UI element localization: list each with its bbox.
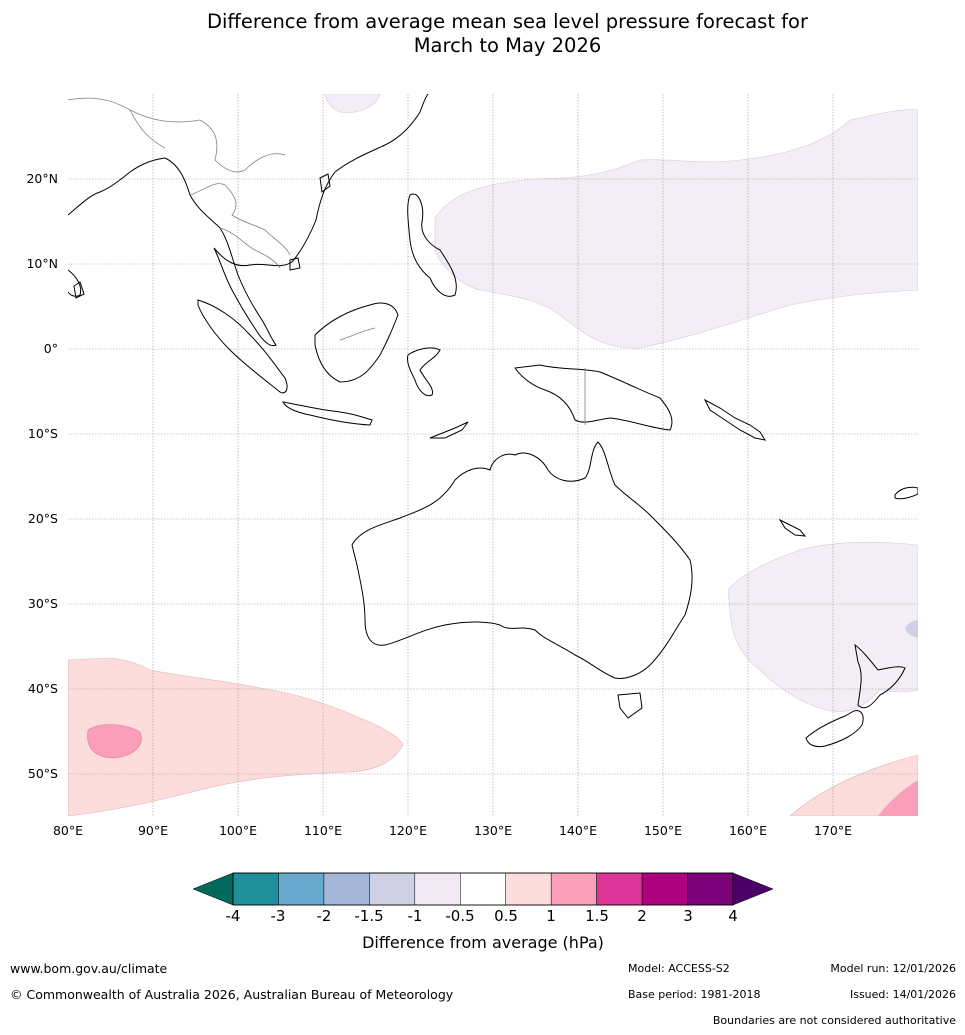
model-name: Model: ACCESS-S2 <box>628 962 730 975</box>
fiji-coast <box>894 486 918 500</box>
colorbar-tick: 4 <box>728 907 738 925</box>
lat-label-10n: 10°N <box>26 256 58 271</box>
anomaly-region-nz-south <box>789 754 918 816</box>
colorbar-tick: -0.5 <box>445 907 475 925</box>
anomaly-region-pacific-north <box>434 109 918 349</box>
sulawesi-coast <box>407 347 441 397</box>
colorbar-swatch <box>232 872 279 906</box>
new-zealand-south <box>805 710 864 748</box>
colorbar-tick: -1.5 <box>354 907 384 925</box>
colorbar-title: Difference from average (hPa) <box>362 933 604 952</box>
lon-label-170e: 170°E <box>813 823 852 838</box>
philippines-coast <box>407 193 457 297</box>
mainland-asia-coast <box>68 94 429 347</box>
india-coast <box>68 269 82 297</box>
colorbar-swatches <box>232 872 734 906</box>
colorbar-high-extend <box>732 872 774 906</box>
title-line-2: March to May 2026 <box>413 34 602 57</box>
base-period: Base period: 1981-2018 <box>628 988 761 1001</box>
lon-label-160e: 160°E <box>728 823 767 838</box>
lon-label-90e: 90°E <box>137 823 169 838</box>
colorbar <box>192 872 774 906</box>
colorbar-swatch <box>323 872 370 906</box>
colorbar-tick: -1 <box>407 907 423 925</box>
colorbar-tick: -4 <box>225 907 241 925</box>
colorbar-swatch <box>460 872 506 906</box>
colorbar-tick: 1 <box>546 907 556 925</box>
anomaly-region-southern-ocean <box>68 657 404 816</box>
colorbar-swatch <box>414 872 461 906</box>
chart-title: Difference from average mean sea level p… <box>0 10 965 58</box>
lat-label-10s: 10°S <box>27 426 58 441</box>
colorbar-swatch <box>278 872 325 906</box>
lon-label-110e: 110°E <box>303 823 342 838</box>
anomaly-region-southern-core <box>87 724 142 759</box>
colorbar-tick: 2 <box>637 907 647 925</box>
anomaly-region-tasman <box>727 541 918 713</box>
lat-label-50s: 50°S <box>27 766 58 781</box>
anomaly-region-nz-south-core <box>878 780 918 816</box>
anomaly-region-small-blue <box>905 620 918 638</box>
lon-label-140e: 140°E <box>558 823 597 838</box>
lon-label-150e: 150°E <box>643 823 682 838</box>
timor-coast <box>429 421 469 439</box>
anomaly-region-pacific-nw-top <box>324 94 381 113</box>
sri-lanka-coast <box>73 281 85 299</box>
colorbar-tick: -3 <box>270 907 286 925</box>
gridlines <box>68 94 918 816</box>
lon-label-120e: 120°E <box>388 823 427 838</box>
lat-label-30s: 30°S <box>27 596 58 611</box>
colorbar-tick: 3 <box>683 907 693 925</box>
lat-label-40s: 40°S <box>27 681 58 696</box>
taiwan-coast <box>319 173 331 193</box>
copyright-text: © Commonwealth of Australia 2026, Austra… <box>10 987 454 1002</box>
australia-coast <box>351 441 693 679</box>
colorbar-swatch <box>505 872 552 906</box>
colorbar-swatch <box>550 872 597 906</box>
model-run-date: Model run: 12/01/2026 <box>830 962 956 975</box>
tasmania-coast <box>617 692 643 719</box>
new-guinea-coast <box>514 364 673 431</box>
lon-label-80e: 80°E <box>52 823 84 838</box>
new-zealand-north <box>854 643 906 709</box>
website-link[interactable]: www.bom.gov.au/climate <box>10 961 168 976</box>
issued-date: Issued: 14/01/2026 <box>849 988 956 1001</box>
title-line-1: Difference from average mean sea level p… <box>207 10 808 33</box>
country-borders <box>68 97 586 425</box>
lon-label-130e: 130°E <box>473 823 512 838</box>
lat-label-20n: 20°N <box>26 171 58 186</box>
colorbar-swatch <box>641 872 688 906</box>
hainan-coast <box>289 257 301 271</box>
colorbar-swatch <box>369 872 416 906</box>
java-coast <box>282 401 373 426</box>
solomon-islands-coast <box>703 398 767 441</box>
coastlines <box>68 94 918 748</box>
map-layers <box>68 94 918 816</box>
colorbar-tick: 0.5 <box>494 907 518 925</box>
new-caledonia-coast <box>778 518 807 537</box>
colorbar-low-extend <box>192 872 234 906</box>
colorbar-swatch <box>596 872 643 906</box>
colorbar-tick: -2 <box>316 907 332 925</box>
sumatra-coast <box>197 299 288 394</box>
lat-label-20s: 20°S <box>27 511 58 526</box>
borneo-coast <box>314 302 399 383</box>
lat-label-0: 0° <box>43 341 58 356</box>
colorbar-swatch <box>687 872 734 906</box>
lon-label-100e: 100°E <box>218 823 257 838</box>
colorbar-tick: 1.5 <box>585 907 609 925</box>
boundaries-disclaimer: Boundaries are not considered authoritat… <box>712 1014 956 1027</box>
